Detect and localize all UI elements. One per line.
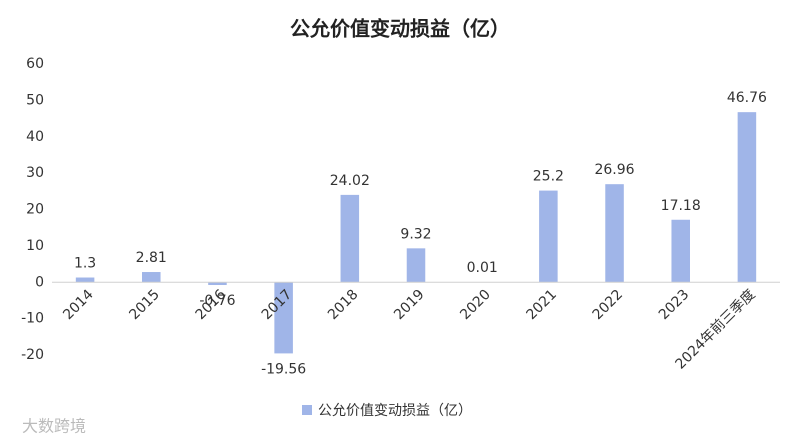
y-tick-label: 10 (26, 238, 44, 254)
x-tick-label: 2015 (126, 287, 163, 324)
data-label: -19.56 (261, 361, 306, 377)
data-label: 26.96 (594, 162, 634, 178)
data-label: 25.2 (533, 169, 564, 185)
x-tick-label: 2018 (325, 287, 362, 324)
y-tick-label: 20 (26, 202, 44, 218)
watermark: 大数跨境 (22, 417, 86, 436)
bar (406, 248, 426, 283)
data-label: 9.32 (400, 226, 431, 242)
y-tick-label: 50 (26, 92, 44, 108)
x-tick-label: 2019 (391, 287, 428, 324)
y-tick-label: -10 (21, 311, 44, 327)
y-tick-label: 40 (26, 129, 44, 145)
x-tick-label: 2022 (590, 287, 627, 324)
bar (605, 184, 624, 283)
x-tick-label: 2023 (656, 287, 693, 324)
data-label: 0.01 (467, 260, 498, 276)
bar (737, 112, 757, 283)
y-tick-label: 30 (26, 165, 44, 181)
bar (208, 282, 227, 286)
y-tick-label: 60 (26, 56, 44, 72)
data-label: 24.02 (330, 173, 370, 189)
bar (142, 272, 161, 283)
y-tick-label: -20 (21, 347, 44, 363)
data-label: 1.3 (74, 256, 96, 272)
chart-title: 公允价值变动损益（亿） (290, 17, 510, 41)
legend-swatch (302, 405, 312, 415)
x-tick-label: 2021 (524, 287, 561, 324)
data-label: -0.76 (199, 293, 235, 309)
y-tick-label: 0 (35, 274, 44, 290)
bar (75, 277, 95, 283)
bar (274, 282, 293, 354)
data-label: 46.76 (727, 90, 767, 106)
data-label: 2.81 (136, 250, 167, 266)
bar (671, 219, 690, 283)
bar (539, 190, 558, 283)
x-tick-label: 2014 (60, 287, 97, 324)
x-tick-label: 2020 (457, 287, 494, 324)
bar (340, 194, 360, 283)
data-label: 17.18 (661, 198, 701, 214)
legend-label: 公允价值变动损益（亿） (318, 403, 472, 419)
